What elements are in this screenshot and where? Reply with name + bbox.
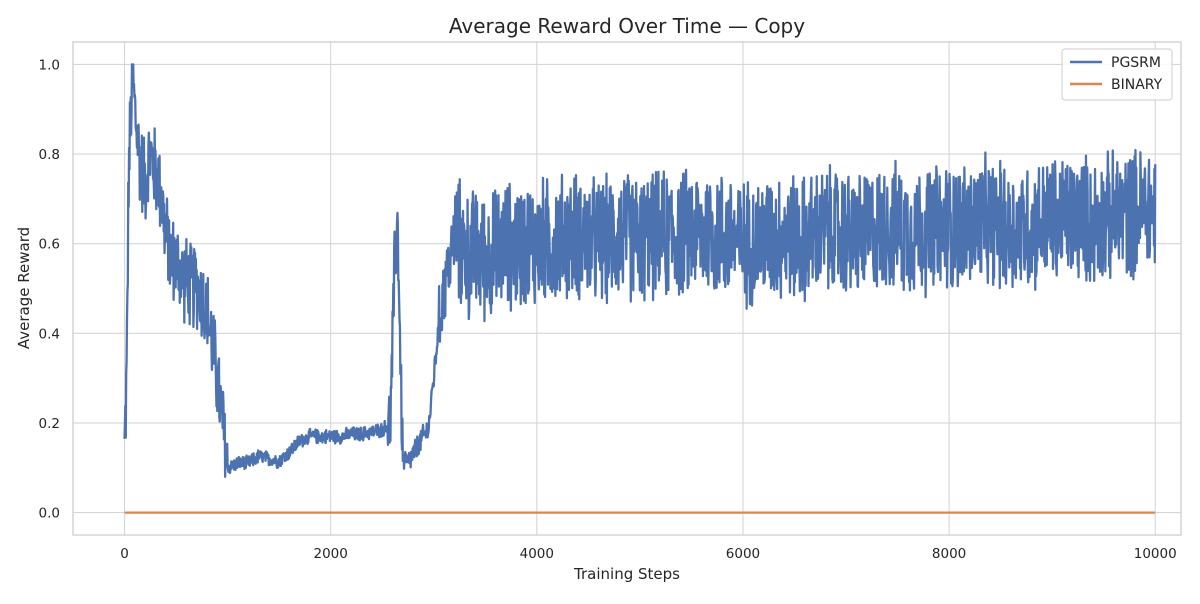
tick-label-layer: 0 2000 4000 6000 8000 10000 0.0 0.2 0.4 0.6 0.8 1.0 <box>39 57 1177 562</box>
y-tick-label: 0.6 <box>39 237 60 253</box>
legend-label-pgsrm: PGSRM <box>1111 55 1161 71</box>
x-tick-label: 10000 <box>1134 546 1177 562</box>
x-axis-label: Training Steps <box>573 565 680 583</box>
y-tick-label: 0.4 <box>39 326 60 342</box>
x-tick-label: 4000 <box>520 546 554 562</box>
x-tick-label: 2000 <box>313 546 347 562</box>
chart-title: Average Reward Over Time — Copy <box>449 14 805 38</box>
x-tick-label: 6000 <box>726 546 760 562</box>
series-layer <box>123 63 1157 514</box>
plot-area-frame <box>72 41 1182 536</box>
series-line-pgsrm <box>123 63 1157 478</box>
y-tick-label: 0.8 <box>39 147 60 163</box>
y-tick-label: 0.2 <box>39 416 60 432</box>
legend: PGSRM BINARY <box>1061 48 1173 101</box>
legend-label-binary: BINARY <box>1111 77 1163 93</box>
y-tick-label: 0.0 <box>39 506 60 522</box>
x-tick-label: 0 <box>120 546 129 562</box>
x-tick-label: 8000 <box>932 546 966 562</box>
y-tick-label: 1.0 <box>39 57 60 73</box>
y-axis-label: Average Reward <box>15 227 33 349</box>
